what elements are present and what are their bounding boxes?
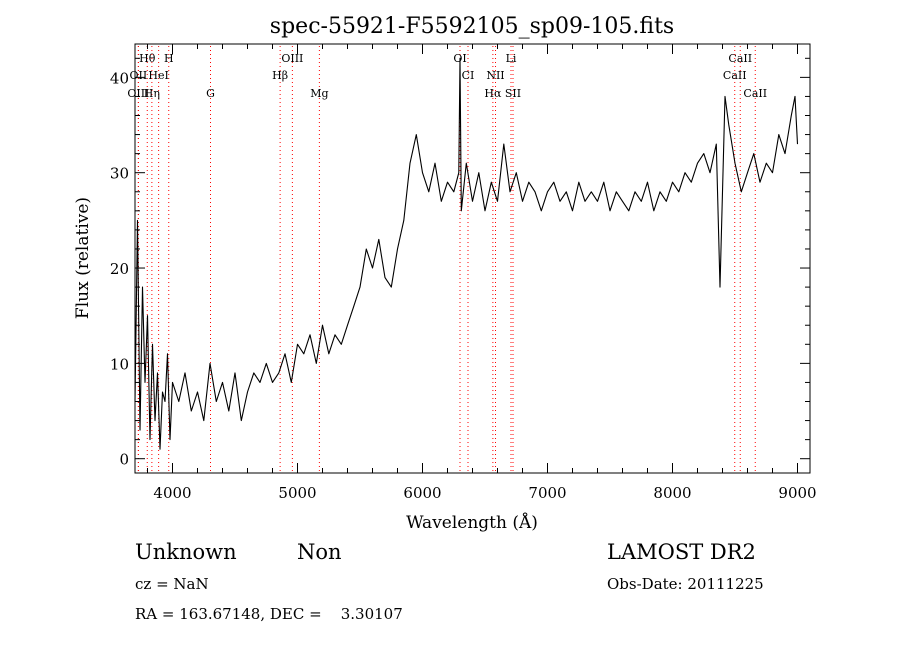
- y-tick-label-1: 10: [110, 355, 129, 373]
- y-axis-label: Flux (relative): [73, 197, 93, 319]
- marker-label-16: CaII: [728, 52, 752, 65]
- y-tick-label-3: 30: [110, 165, 129, 183]
- marker-label-17: CaII: [723, 69, 747, 82]
- marker-label-4: OIII: [127, 87, 149, 100]
- observation-date: Obs-Date: 20111225: [607, 575, 764, 593]
- y-tick-label-0: 0: [119, 451, 129, 469]
- marker-label-3: HeI: [148, 69, 168, 82]
- marker-label-0: Hθ: [139, 52, 156, 65]
- marker-label-5: Hη: [144, 87, 160, 100]
- chart-title: spec-55921-F5592105_sp09-105.fits: [270, 14, 674, 39]
- spectrum-line: [134, 57, 799, 450]
- x-tick-label-5: 9000: [778, 484, 816, 502]
- marker-label-6: G: [206, 87, 215, 100]
- y-tick-label-4: 40: [110, 69, 129, 87]
- x-tick-label-4: 8000: [653, 484, 691, 502]
- axis-ticks: 4000 5000 6000 7000 8000 9000 0 10 20 30 40: [110, 44, 817, 502]
- ra-dec-coordinates: RA = 163.67148, DEC = 3.30107: [135, 605, 403, 623]
- x-tick-label-3: 7000: [528, 484, 566, 502]
- marker-label-15: SII: [505, 87, 521, 100]
- survey-name: LAMOST DR2: [607, 540, 756, 564]
- marker-label-1: H: [164, 52, 174, 65]
- marker-label-12: Li: [506, 52, 517, 65]
- x-tick-label-0: 4000: [153, 484, 191, 502]
- y-tick-label-2: 20: [110, 260, 129, 278]
- marker-label-14: Hα: [484, 87, 502, 100]
- marker-label-9: Mg: [310, 87, 328, 100]
- marker-label-8: Hβ: [272, 69, 288, 82]
- marker-label-13: NII: [486, 69, 504, 82]
- marker-label-18: CaII: [743, 87, 767, 100]
- object-class: Unknown: [135, 540, 237, 564]
- plot-frame: [134, 43, 811, 474]
- redshift-cz: cz = NaN: [135, 575, 209, 593]
- marker-label-11: CI: [462, 69, 475, 82]
- spectrum-line-layer: [134, 57, 799, 450]
- object-subclass: Non: [297, 540, 342, 564]
- x-axis-label: Wavelength (Å): [406, 512, 538, 533]
- marker-label-2: OII: [130, 69, 148, 82]
- x-tick-label-1: 5000: [278, 484, 316, 502]
- marker-label-7: OIII: [281, 52, 303, 65]
- x-tick-label-2: 6000: [403, 484, 441, 502]
